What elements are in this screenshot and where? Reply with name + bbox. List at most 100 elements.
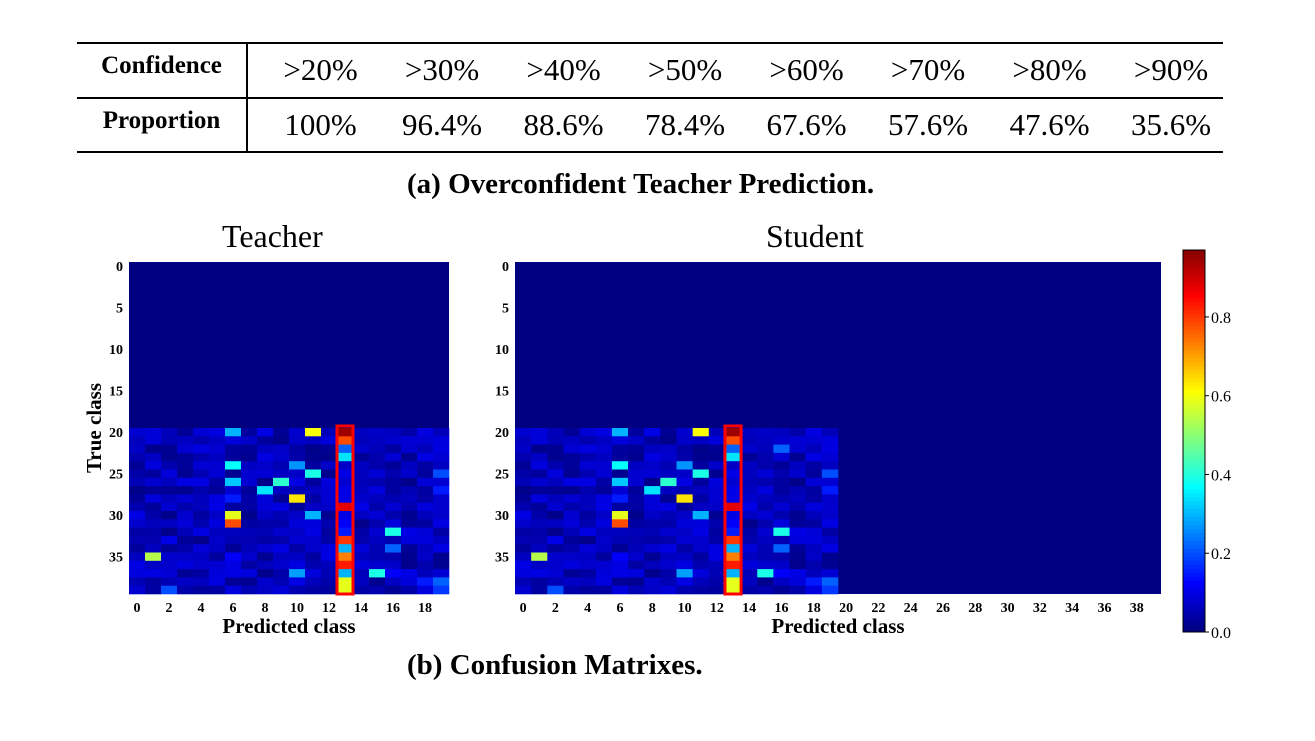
x-tick-label: 8 <box>649 601 656 616</box>
heatmap-cell <box>708 535 726 545</box>
heatmap-cell <box>676 494 693 503</box>
heatmap-cell <box>805 452 823 462</box>
colorbar-segment <box>1183 389 1205 394</box>
heatmap-cell <box>305 552 322 562</box>
heatmap-cell <box>129 502 146 512</box>
heatmap-cell <box>692 444 710 454</box>
heatmap-cell <box>257 585 274 595</box>
heatmap-cell <box>515 519 532 528</box>
heatmap-cell <box>724 552 742 562</box>
heatmap-cell <box>579 552 597 562</box>
heatmap-cell <box>321 560 338 570</box>
heatmap-cell <box>401 494 418 503</box>
heatmap-cell <box>741 569 758 578</box>
colorbar-segment <box>1183 361 1205 366</box>
x-tick-label: 16 <box>386 601 400 616</box>
heatmap-cell <box>273 461 290 470</box>
colorbar-segment <box>1183 536 1205 541</box>
heatmap-cell <box>161 452 178 462</box>
heatmap-cell <box>628 535 645 545</box>
heatmap-cell <box>385 494 402 503</box>
heatmap-cell <box>531 560 548 570</box>
heatmap-cell <box>225 486 242 495</box>
x-tick-label: 32 <box>1033 601 1047 616</box>
heatmap-cell <box>433 535 450 545</box>
heatmap-cell <box>257 477 274 487</box>
heatmap-cell <box>821 502 839 512</box>
y-tick-label: 10 <box>109 343 123 358</box>
heatmap-cell <box>161 436 178 445</box>
heatmap-cell <box>241 511 258 520</box>
heatmap-cell <box>628 577 645 586</box>
heatmap-cell <box>611 585 629 595</box>
heatmap-cell <box>193 535 210 545</box>
heatmap-cell <box>563 486 580 495</box>
colorbar-segment <box>1183 556 1205 561</box>
heatmap-cell <box>177 552 194 562</box>
heatmap-cell <box>531 577 548 586</box>
y-tick-label: 5 <box>502 302 509 317</box>
heatmap-cell <box>741 477 758 487</box>
heatmap-cell <box>789 544 806 553</box>
heatmap-cell <box>417 544 434 553</box>
heatmap-cell <box>401 502 418 512</box>
heatmap-cell <box>129 585 146 595</box>
heatmap-cell <box>369 436 386 445</box>
heatmap-cell <box>353 477 370 487</box>
heatmap-cell <box>385 511 402 520</box>
heatmap-cell <box>692 502 710 512</box>
y-tick-label: 0 <box>502 260 509 275</box>
heatmap-cell <box>644 585 661 595</box>
colorbar-segment <box>1183 604 1205 609</box>
heatmap-cell <box>305 428 322 437</box>
heatmap-cell <box>321 428 338 437</box>
heatmap-cell <box>369 535 386 545</box>
heatmap-cell <box>515 428 532 437</box>
heatmap-cell <box>547 552 564 562</box>
heatmap-cell <box>644 494 661 503</box>
heatmap-cell <box>209 452 226 462</box>
colorbar-segment <box>1183 504 1205 510</box>
heatmap-cell <box>595 569 613 578</box>
heatmap-cell <box>369 461 386 470</box>
heatmap-cell <box>595 428 613 437</box>
heatmap-cell <box>353 452 370 462</box>
heatmap-cell <box>337 511 354 520</box>
student-heatmap: 0 2 4 6 8 10 12 14 16 18 20 22 24 26 28 30 32 34 36 3805101… <box>495 260 1161 638</box>
heatmap-cell <box>353 552 370 562</box>
heatmap-cell <box>353 486 370 495</box>
heatmap-cell <box>595 535 613 545</box>
x-tick-label: 38 <box>1130 601 1144 616</box>
colorbar-segment <box>1183 452 1205 458</box>
colorbar-segment <box>1183 365 1205 370</box>
heatmap-cell <box>241 535 258 545</box>
heatmap-cell <box>611 461 629 470</box>
heatmap-cell <box>433 494 450 503</box>
heatmap-cell <box>563 494 580 503</box>
heatmap-cell <box>660 552 677 562</box>
colorbar-segment <box>1183 628 1205 633</box>
heatmap-cell <box>708 494 726 503</box>
heatmap-cell <box>417 461 434 470</box>
heatmap-cell <box>757 552 774 562</box>
heatmap-cell <box>660 494 677 503</box>
heatmap-cell <box>547 560 564 570</box>
heatmap-cell <box>369 544 386 553</box>
heatmap-cell <box>225 535 242 545</box>
heatmap-cell <box>773 444 790 454</box>
heatmap-cell <box>433 436 450 445</box>
heatmap-cell <box>773 552 790 562</box>
heatmap-cell <box>724 519 742 528</box>
heatmap-cell <box>241 452 258 462</box>
heatmap-cell <box>789 535 806 545</box>
heatmap-cell <box>209 569 226 578</box>
heatmap-cell <box>757 477 774 487</box>
heatmap-cell <box>563 436 580 445</box>
colorbar-segment <box>1183 385 1205 390</box>
heatmap-cell <box>129 577 146 586</box>
heatmap-cell <box>337 486 354 495</box>
heatmap-cell <box>161 477 178 487</box>
heatmap-cell <box>273 552 290 562</box>
colorbar-segment <box>1183 456 1205 462</box>
heatmap-cell <box>177 428 194 437</box>
